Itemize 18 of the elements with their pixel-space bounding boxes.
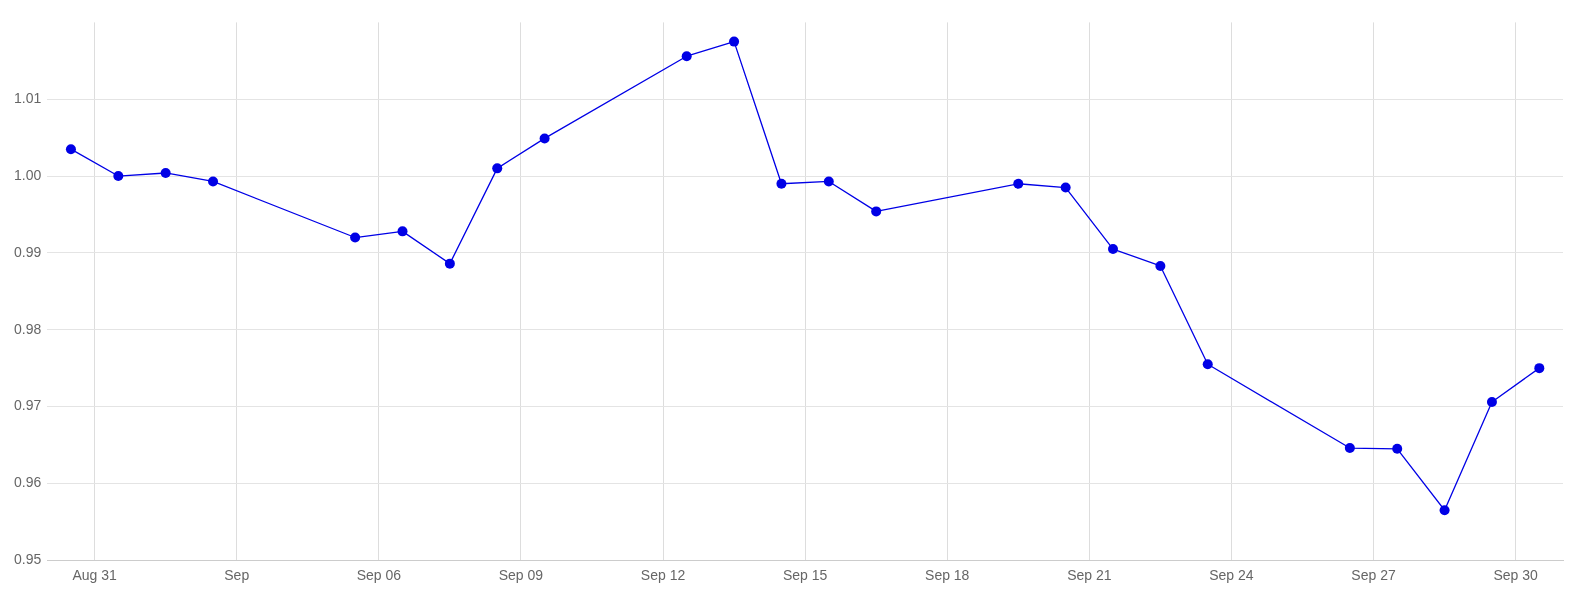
x-tick-label: Sep 27	[1351, 567, 1396, 584]
x-tick-label: Sep	[224, 567, 250, 584]
x-tick-label: Sep 06	[356, 567, 402, 584]
y-tick-label: 1.01	[14, 90, 42, 107]
x-tick-label: Sep 18	[925, 567, 970, 584]
x-tick-label: Sep 21	[1067, 567, 1112, 584]
y-tick-label: 0.98	[14, 320, 42, 337]
x-tick-label: Aug 31	[72, 567, 118, 584]
x-tick-label: Sep 15	[782, 567, 828, 584]
y-tick-label: 0.96	[14, 474, 42, 491]
y-tick-label: 0.97	[14, 397, 42, 414]
y-tick-label: 0.99	[14, 243, 42, 260]
x-tick-label: Sep 09	[498, 567, 544, 584]
x-tick-label: Sep 30	[1493, 567, 1539, 584]
y-tick-label: 1.00	[14, 166, 42, 183]
x-tick-label: Sep 12	[640, 567, 686, 584]
x-tick-label: Sep 24	[1209, 567, 1254, 584]
y-tick-label: 0.95	[14, 551, 42, 568]
